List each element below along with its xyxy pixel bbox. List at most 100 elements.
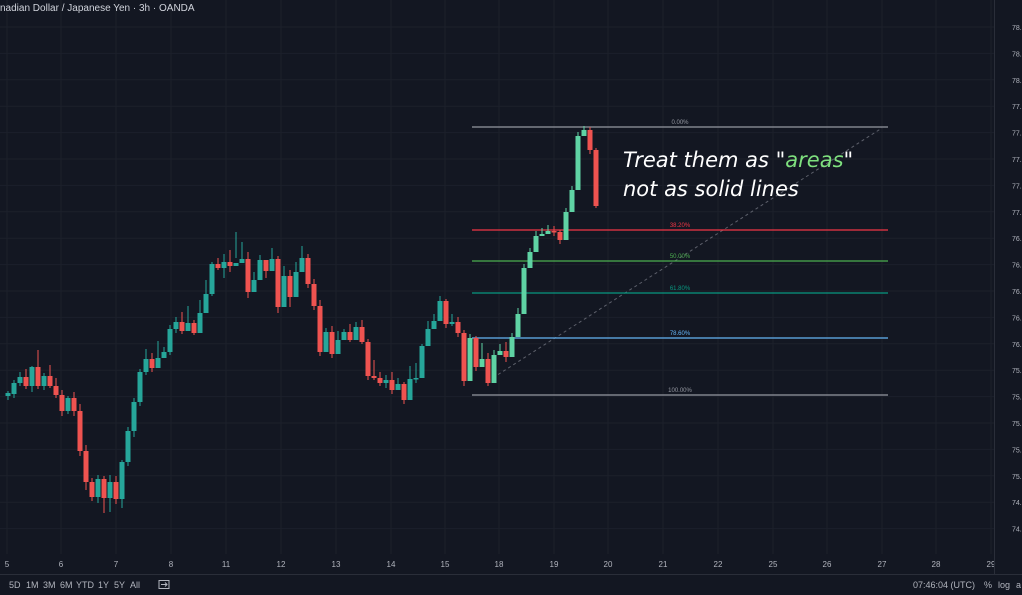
candle-bullish[interactable] <box>425 321 431 346</box>
candle-bearish[interactable] <box>329 326 335 358</box>
candle-bearish[interactable] <box>305 254 311 288</box>
candle-bullish[interactable] <box>491 350 497 383</box>
candle-bullish[interactable] <box>209 262 215 296</box>
candle-bearish[interactable] <box>35 350 41 389</box>
candle-bullish[interactable] <box>395 378 401 390</box>
candle-bearish[interactable] <box>311 279 317 310</box>
candle-bullish[interactable] <box>257 255 263 280</box>
log-scale-toggle[interactable]: log <box>998 580 1011 590</box>
candle-bullish[interactable] <box>233 232 239 266</box>
candle-bearish[interactable] <box>443 299 449 328</box>
candle-bearish[interactable] <box>455 317 461 337</box>
candle-bullish[interactable] <box>323 328 329 352</box>
candle-bearish[interactable] <box>263 260 269 278</box>
candle-bullish[interactable] <box>413 363 419 383</box>
candle-bullish[interactable] <box>197 300 203 333</box>
candle-bullish[interactable] <box>11 380 17 398</box>
candle-bearish[interactable] <box>593 148 599 208</box>
candle-bullish[interactable] <box>341 329 347 340</box>
candle-bullish[interactable] <box>107 475 113 512</box>
auto-scale-toggle[interactable]: a <box>1016 580 1022 590</box>
candle-bullish[interactable] <box>281 266 287 307</box>
candle-bullish[interactable] <box>383 375 389 388</box>
candle-bearish[interactable] <box>371 360 377 380</box>
candle-bullish[interactable] <box>137 369 143 406</box>
candle-bullish[interactable] <box>467 334 473 381</box>
candle-bearish[interactable] <box>587 127 593 154</box>
candle-bullish[interactable] <box>161 347 167 358</box>
candle-bullish[interactable] <box>509 333 515 357</box>
candle-bullish[interactable] <box>497 344 503 355</box>
range-6m-button[interactable]: 6M <box>60 580 73 590</box>
candle-bullish[interactable] <box>269 248 275 271</box>
candle-bullish[interactable] <box>335 331 341 354</box>
candle-bullish[interactable] <box>575 132 581 190</box>
candle-bearish[interactable] <box>47 365 53 388</box>
candle-bearish[interactable] <box>473 336 479 371</box>
candle-bullish[interactable] <box>167 325 173 355</box>
candle-bullish[interactable] <box>479 343 485 367</box>
symbol-title[interactable]: nadian Dollar / Japanese Yen · 3h · OAND… <box>0 3 195 14</box>
candle-bearish[interactable] <box>245 252 251 298</box>
candle-bullish[interactable] <box>125 427 131 466</box>
candle-bearish[interactable] <box>317 300 323 356</box>
candle-bullish[interactable] <box>569 186 575 212</box>
candle-bearish[interactable] <box>149 353 155 372</box>
candle-bullish[interactable] <box>17 372 23 386</box>
candle-bullish[interactable] <box>203 280 209 313</box>
candle-bearish[interactable] <box>77 404 83 456</box>
candle-bullish[interactable] <box>431 314 437 329</box>
candle-bearish[interactable] <box>275 256 281 313</box>
fib-trend-line[interactable] <box>487 127 883 382</box>
candle-bullish[interactable] <box>65 396 71 414</box>
candle-bullish[interactable] <box>131 398 137 437</box>
candle-bullish[interactable] <box>527 248 533 268</box>
candle-bullish[interactable] <box>95 475 101 503</box>
clock-readout[interactable]: 07:46:04 (UTC) <box>913 580 976 590</box>
candle-bullish[interactable] <box>5 391 11 400</box>
candle-bearish[interactable] <box>359 320 365 344</box>
candle-bearish[interactable] <box>53 378 59 398</box>
candle-bearish[interactable] <box>23 369 29 389</box>
candle-bullish[interactable] <box>407 366 413 400</box>
candle-bullish[interactable] <box>581 126 587 136</box>
candle-bearish[interactable] <box>287 270 293 307</box>
candle-bearish[interactable] <box>389 372 395 394</box>
candle-bullish[interactable] <box>155 341 161 368</box>
candle-bearish[interactable] <box>347 324 353 342</box>
candle-bullish[interactable] <box>353 322 359 340</box>
candle-bearish[interactable] <box>215 258 221 270</box>
candle-bearish[interactable] <box>503 342 509 362</box>
candle-bearish[interactable] <box>377 372 383 386</box>
candle-bullish[interactable] <box>545 225 551 234</box>
candle-bearish[interactable] <box>401 382 407 404</box>
candle-bullish[interactable] <box>293 262 299 297</box>
candle-bearish[interactable] <box>557 230 563 244</box>
candle-bearish[interactable] <box>59 390 65 416</box>
candle-bearish[interactable] <box>71 392 77 416</box>
range-1y-button[interactable]: 1Y <box>98 580 110 590</box>
candle-bullish[interactable] <box>563 208 569 240</box>
candle-bullish[interactable] <box>41 373 47 390</box>
candle-bearish[interactable] <box>485 353 491 386</box>
candle-bearish[interactable] <box>191 320 197 335</box>
percent-scale-toggle[interactable]: % <box>984 580 993 590</box>
candle-bullish[interactable] <box>119 460 125 508</box>
range-all-button[interactable]: All <box>130 580 141 590</box>
candle-bearish[interactable] <box>227 250 233 272</box>
candle-bullish[interactable] <box>173 317 179 333</box>
range-ytd-button[interactable]: YTD <box>76 580 94 590</box>
candle-bullish[interactable] <box>221 254 227 278</box>
candle-bullish[interactable] <box>539 228 545 236</box>
candle-bearish[interactable] <box>113 476 119 504</box>
candle-bearish[interactable] <box>551 226 557 236</box>
candle-bearish[interactable] <box>83 445 89 490</box>
date-range-icon[interactable] <box>158 579 170 590</box>
candle-bullish[interactable] <box>299 246 305 272</box>
candle-bullish[interactable] <box>143 349 149 375</box>
candle-bullish[interactable] <box>185 306 191 331</box>
candle-bullish[interactable] <box>437 296 443 321</box>
candle-bullish[interactable] <box>419 344 425 378</box>
range-3m-button[interactable]: 3M <box>43 580 56 590</box>
candle-bullish[interactable] <box>29 366 35 392</box>
